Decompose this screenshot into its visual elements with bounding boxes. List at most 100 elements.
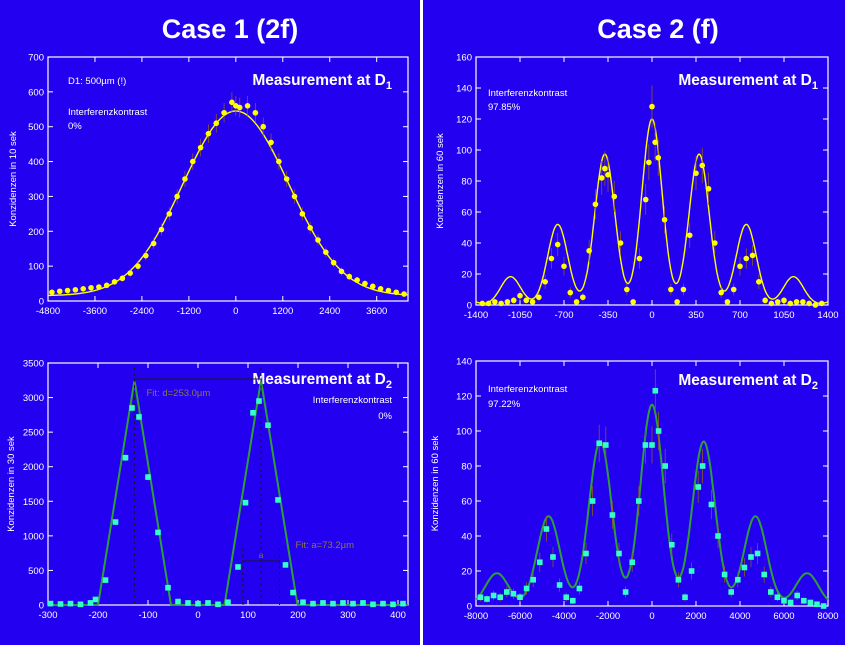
- case2_d1-data-point: [536, 294, 542, 301]
- case1_d1-data-point: [135, 263, 141, 269]
- case2_d1-panel-title-sub: 1: [812, 80, 818, 92]
- case2_d1-data-point: [668, 286, 674, 293]
- case1_d1-data-point: [182, 176, 188, 182]
- case2_d1-data-point: [718, 289, 724, 296]
- case1_d1-xtick-label: 0: [233, 306, 238, 317]
- case1_d2-data-point: [215, 601, 221, 608]
- case2_d1-data-point: [617, 240, 624, 246]
- case2_d2-xtick-label: 0: [649, 611, 654, 622]
- case2_d2-data-point: [550, 554, 556, 560]
- case2_d1-data-point: [724, 299, 731, 305]
- case2_d1-data-point: [781, 297, 787, 304]
- case1_d2-data-point: [340, 600, 346, 606]
- case2_d1-panel-title-main: Measurement at D: [678, 72, 812, 89]
- case1_d1-data-point: [96, 284, 102, 290]
- case2_d2-data-point: [695, 484, 701, 490]
- case2_d1-ytick-label: 160: [456, 53, 472, 64]
- case2_d2-data-point: [583, 550, 589, 557]
- case2_d2-data-point: [530, 576, 536, 583]
- case1_d1-data-point: [315, 237, 321, 243]
- case1-title: Case 1 (2f): [161, 14, 299, 44]
- case1_d1-annotation: D1: 500µm (!): [68, 76, 126, 87]
- case2_d2-data-point: [688, 568, 695, 574]
- case1_d2-xtick-label: -300: [38, 610, 57, 621]
- case1_d2-width-a-label: a: [259, 550, 264, 560]
- case1_d1-data-point: [299, 211, 306, 217]
- case2_d2-data-point: [675, 576, 682, 583]
- case1_d2-data-point: [112, 519, 119, 525]
- case1_d2-ytick-label: 0: [39, 601, 44, 612]
- case2_d1-ytick-label: 100: [456, 146, 472, 157]
- case2_d2-ytick-label: 140: [456, 357, 472, 368]
- case1_d2-data-point: [290, 589, 296, 596]
- case2_d2-y-axis-label: Konzidenzen in 60 sek: [430, 435, 441, 531]
- case2_d2-data-point: [642, 442, 649, 448]
- case2_d2-data-point: [497, 594, 503, 601]
- case2_d2-xtick-label: -8000: [464, 611, 488, 622]
- case2_d1-data-point: [661, 216, 668, 223]
- case2_d1-data-point: [680, 286, 687, 293]
- case1_d1-xtick-label: -4800: [36, 306, 60, 317]
- case1_d2-data-point: [330, 600, 336, 607]
- case2_d1-data-point: [510, 297, 517, 304]
- case2_d1-data-point: [602, 165, 608, 172]
- case2_d2-xtick-label: -6000: [508, 611, 532, 622]
- case1_d1-data-point: [80, 286, 87, 292]
- case1_d2-data-point: [155, 529, 161, 536]
- case1_d2-data-point: [300, 599, 306, 606]
- case2_d2-data-point: [517, 594, 523, 601]
- case1_d2-ytick-label: 1500: [23, 497, 44, 508]
- case2_d2-data-point: [728, 589, 734, 595]
- case1_d2-data-point: [250, 409, 256, 416]
- case1_d2-plot-frame: [47, 362, 409, 606]
- case2_d2-ytick-label: 0: [467, 602, 472, 613]
- case1_d1-data-point: [330, 259, 337, 266]
- case2_d2-data-point: [794, 592, 800, 599]
- case1_d1-data-point: [354, 277, 360, 283]
- case2_d2-data-point: [616, 550, 622, 557]
- case2_d1-data-point: [523, 297, 530, 304]
- case2_d1-data-point: [730, 286, 737, 293]
- case1_d1-data-point: [205, 130, 212, 137]
- case1_d2-data-point: [256, 398, 262, 404]
- case2_d1-xtick-label: 1050: [773, 310, 794, 321]
- case2_d1-data-point: [642, 196, 649, 203]
- case2_d2-data-point: [576, 585, 583, 592]
- case1_d1-data-point: [166, 211, 173, 217]
- case1_d1-data-point: [346, 273, 353, 280]
- case1_d2-data-point: [92, 596, 99, 603]
- case1_d1-data-point: [377, 286, 384, 292]
- case1_d1-ytick-label: 200: [28, 227, 44, 238]
- case1_d1-data-point: [283, 176, 290, 182]
- case2_d2-data-point: [715, 533, 721, 539]
- case1_d2-data-point: [205, 600, 211, 606]
- case2_d1-xtick-label: -700: [554, 310, 573, 321]
- case1_d1-data-point: [244, 103, 251, 109]
- case2_d2-data-point: [589, 498, 596, 504]
- case2_d2-data-point: [774, 594, 781, 601]
- case2_d1-data-point: [598, 175, 605, 181]
- case1_d1-data-point: [119, 275, 126, 282]
- case1_d1-data-point: [56, 288, 63, 295]
- case2_d1-ytick-label: 120: [456, 115, 472, 126]
- case2_d1-data-point: [787, 300, 794, 307]
- case2_d1-data-point: [624, 286, 630, 293]
- case2_d2-ytick-label: 80: [461, 462, 472, 473]
- case2_d2-data-point: [629, 559, 635, 566]
- case1_d1-data-point: [233, 103, 239, 109]
- case1_d2-data-point: [275, 497, 281, 503]
- case2_d2-data-point: [537, 559, 543, 566]
- case2_d1-data-point: [636, 255, 643, 262]
- case2_d2-data-point: [807, 599, 814, 606]
- case1_d1-annotation: 0%: [68, 121, 82, 132]
- case2_d2-annotation: Interferenzkontrast: [488, 384, 568, 395]
- case1_d1-data-point: [174, 193, 180, 200]
- case2_d1-data-point: [586, 247, 592, 254]
- case1_d2-fit-curve: [48, 378, 408, 606]
- case2_d1-data-point: [686, 232, 693, 239]
- case2_d1-data-point: [793, 299, 800, 305]
- case1_d2-data-point: [136, 414, 142, 420]
- case2_d2-ytick-label: 100: [456, 427, 472, 438]
- case2_d2-data-point: [543, 526, 550, 532]
- case2_d2-data-point: [761, 571, 767, 578]
